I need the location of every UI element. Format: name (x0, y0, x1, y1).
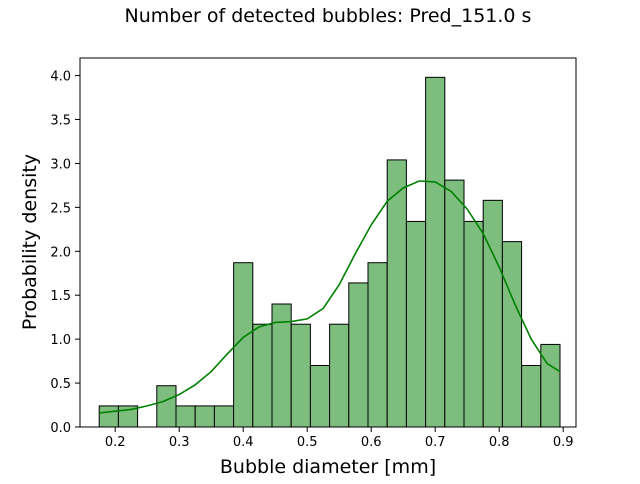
chart-title: Number of detected bubbles: Pred_151.0 s (125, 5, 532, 27)
y-tick-label: 2.0 (50, 245, 71, 260)
y-axis-label: Probability density (19, 154, 41, 330)
x-tick-label: 0.9 (553, 435, 574, 450)
x-tick-label: 0.6 (361, 435, 382, 450)
histogram-bar (252, 323, 273, 428)
y-tick-label: 1.5 (50, 289, 71, 304)
histogram-bar (386, 159, 407, 428)
x-tick-label: 0.8 (489, 435, 510, 450)
y-tick-label: 0.5 (50, 377, 71, 392)
x-axis-label: Bubble diameter [mm] (220, 456, 436, 478)
x-tick-label: 0.4 (233, 435, 254, 450)
histogram-bar (425, 76, 446, 428)
x-tick-label: 0.3 (169, 435, 190, 450)
plot-frame (79, 57, 577, 428)
histogram-bar (309, 365, 331, 428)
histogram-bar (367, 262, 388, 428)
histogram-bar (348, 282, 369, 428)
histogram-bar (290, 323, 311, 428)
y-tick-label: 3.0 (50, 157, 71, 172)
x-ticks-group: 0.2 0.3 0.4 0.5 0.6 0.7 0.8 0.9 (105, 427, 574, 450)
histogram-bar (194, 405, 215, 428)
kde-curve (99, 180, 561, 414)
bars-group (98, 76, 561, 428)
y-tick-label: 0.0 (50, 421, 71, 436)
histogram-bar (405, 220, 427, 428)
x-tick-label: 0.5 (297, 435, 318, 450)
histogram-bar (444, 179, 465, 428)
x-tick-label: 0.2 (105, 435, 126, 450)
histogram-bar (156, 385, 177, 428)
histogram-bar (540, 343, 561, 428)
y-tick-label: 2.5 (50, 201, 71, 216)
x-tick-label: 0.7 (425, 435, 446, 450)
histogram-bar (213, 405, 235, 428)
histogram-bar (329, 323, 350, 428)
histogram-bar (521, 365, 542, 428)
histogram-bar (463, 220, 484, 428)
histogram-bar (175, 405, 196, 428)
histogram-bar (501, 241, 523, 428)
y-tick-label: 4.0 (50, 70, 71, 85)
y-tick-label: 1.0 (50, 333, 71, 348)
histogram-bar (482, 199, 503, 428)
y-ticks-group: 0.0 0.5 1.0 1.5 2.0 2.5 3.0 3.5 4.0 (50, 70, 80, 436)
histogram-bar (98, 405, 119, 428)
kde-group (99, 180, 561, 414)
y-tick-label: 3.5 (50, 114, 71, 129)
